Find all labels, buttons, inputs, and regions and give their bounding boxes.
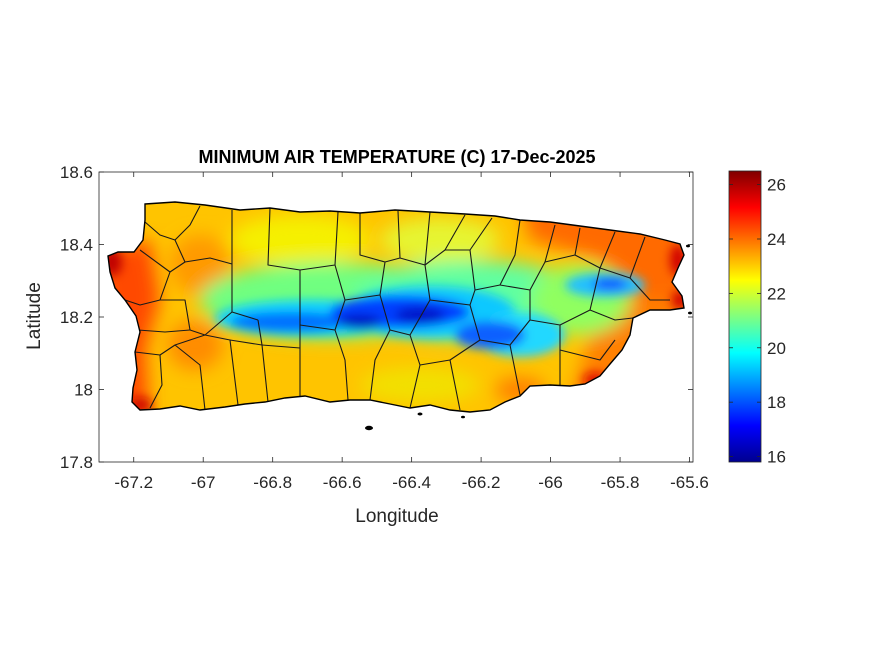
x-axis-label: Longitude <box>355 506 438 527</box>
offshore-islets <box>365 244 692 431</box>
municipality-boundaries <box>124 205 670 411</box>
colorbar-tick-label: 16 <box>767 448 786 467</box>
x-tick-label: -65.8 <box>601 473 640 492</box>
x-tick-label: -66.8 <box>253 473 292 492</box>
x-axis-ticks: -67.2 -67 -66.8 -66.6 -66.4 -66.2 -66 -65.8 -65.… <box>114 172 709 492</box>
x-tick-label: -66.2 <box>462 473 501 492</box>
x-tick-label: -66.4 <box>392 473 431 492</box>
x-tick-label: -66.6 <box>323 473 362 492</box>
colorbar-tick-label: 18 <box>767 393 786 412</box>
colorbar-tick-label: 26 <box>767 176 786 195</box>
y-tick-label: 17.8 <box>60 453 93 472</box>
x-tick-label: -65.6 <box>670 473 709 492</box>
y-tick-label: 18.4 <box>60 236 93 255</box>
colorbar-ticks: 26 24 22 20 18 16 <box>729 176 786 467</box>
y-tick-label: 18 <box>74 381 93 400</box>
colorbar-tick-label: 22 <box>767 284 786 303</box>
x-tick-label: -67 <box>191 473 216 492</box>
colorbar <box>728 170 762 463</box>
y-axis-ticks: 18.6 18.4 18.2 18 17.8 <box>60 163 693 472</box>
y-axis-label: Latitude <box>24 282 45 350</box>
x-tick-label: -67.2 <box>114 473 153 492</box>
x-tick-label: -66 <box>538 473 563 492</box>
map-title: MINIMUM AIR TEMPERATURE (C) 17-Dec-2025 <box>198 147 595 167</box>
colorbar-tick-label: 24 <box>767 230 786 249</box>
y-tick-label: 18.6 <box>60 163 93 182</box>
y-tick-label: 18.2 <box>60 308 93 327</box>
colorbar-tick-label: 20 <box>767 339 786 358</box>
